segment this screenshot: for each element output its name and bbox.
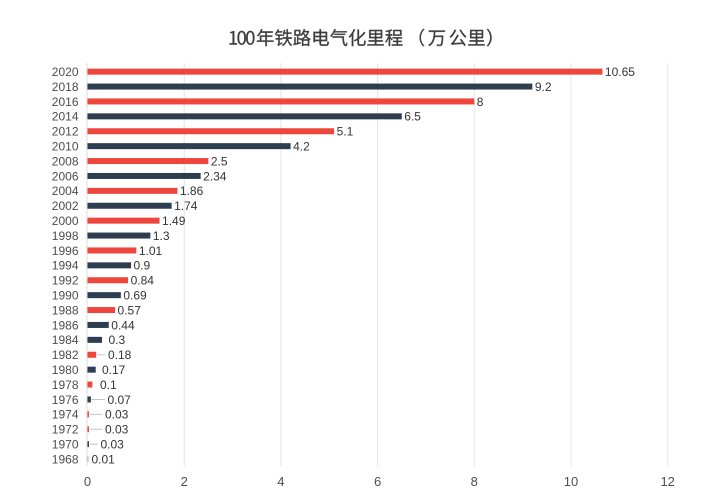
svg-text:0.03: 0.03	[101, 438, 125, 452]
svg-text:1988: 1988	[52, 303, 79, 317]
svg-text:9.2: 9.2	[535, 80, 552, 94]
svg-text:2014: 2014	[52, 110, 79, 124]
svg-text:0: 0	[84, 474, 91, 489]
svg-text:1972: 1972	[52, 423, 79, 437]
svg-text:0.57: 0.57	[118, 303, 142, 317]
svg-text:4.2: 4.2	[293, 140, 310, 154]
svg-text:0.18: 0.18	[108, 348, 132, 362]
svg-text:4: 4	[277, 474, 284, 489]
svg-text:0.84: 0.84	[131, 274, 155, 288]
svg-text:8: 8	[471, 474, 478, 489]
svg-text:1974: 1974	[52, 408, 79, 422]
svg-text:0.3: 0.3	[109, 333, 126, 347]
svg-text:2012: 2012	[52, 125, 79, 139]
svg-text:2010: 2010	[52, 140, 79, 154]
svg-text:0.17: 0.17	[102, 363, 126, 377]
svg-text:0.44: 0.44	[111, 318, 135, 332]
svg-text:0.1: 0.1	[100, 378, 117, 392]
svg-text:2020: 2020	[52, 65, 79, 79]
svg-text:0.9: 0.9	[134, 259, 151, 273]
svg-text:8: 8	[477, 95, 484, 109]
svg-text:0.69: 0.69	[123, 289, 147, 303]
svg-text:1998: 1998	[52, 229, 79, 243]
svg-text:1968: 1968	[52, 452, 79, 466]
svg-text:1.01: 1.01	[139, 244, 163, 258]
svg-text:10.65: 10.65	[605, 65, 635, 79]
svg-text:2002: 2002	[52, 199, 79, 213]
svg-text:1996: 1996	[52, 244, 79, 258]
svg-text:0.07: 0.07	[108, 393, 132, 407]
svg-text:1984: 1984	[52, 333, 79, 347]
svg-text:1970: 1970	[52, 438, 79, 452]
svg-text:2004: 2004	[52, 184, 79, 198]
svg-text:2006: 2006	[52, 169, 79, 183]
svg-text:1994: 1994	[52, 259, 79, 273]
svg-text:12: 12	[660, 474, 674, 489]
svg-text:1.74: 1.74	[174, 199, 198, 213]
svg-text:1978: 1978	[52, 378, 79, 392]
svg-text:2008: 2008	[52, 154, 79, 168]
svg-text:1982: 1982	[52, 348, 79, 362]
svg-text:2018: 2018	[52, 80, 79, 94]
svg-text:1976: 1976	[52, 393, 79, 407]
svg-text:2.5: 2.5	[211, 154, 228, 168]
svg-text:1.3: 1.3	[153, 229, 170, 243]
svg-text:6.5: 6.5	[404, 110, 421, 124]
svg-text:5.1: 5.1	[337, 125, 354, 139]
svg-text:2: 2	[181, 474, 188, 489]
svg-text:0.03: 0.03	[105, 408, 129, 422]
svg-text:2.34: 2.34	[203, 169, 227, 183]
svg-text:1992: 1992	[52, 274, 79, 288]
svg-text:0.03: 0.03	[105, 423, 129, 437]
svg-text:1990: 1990	[52, 289, 79, 303]
svg-text:2000: 2000	[52, 214, 79, 228]
svg-text:2016: 2016	[52, 95, 79, 109]
svg-text:1.49: 1.49	[162, 214, 186, 228]
svg-text:1980: 1980	[52, 363, 79, 377]
svg-text:1.86: 1.86	[180, 184, 204, 198]
svg-text:10: 10	[564, 474, 578, 489]
svg-text:6: 6	[374, 474, 381, 489]
svg-text:0.01: 0.01	[92, 452, 116, 466]
svg-text:1986: 1986	[52, 318, 79, 332]
